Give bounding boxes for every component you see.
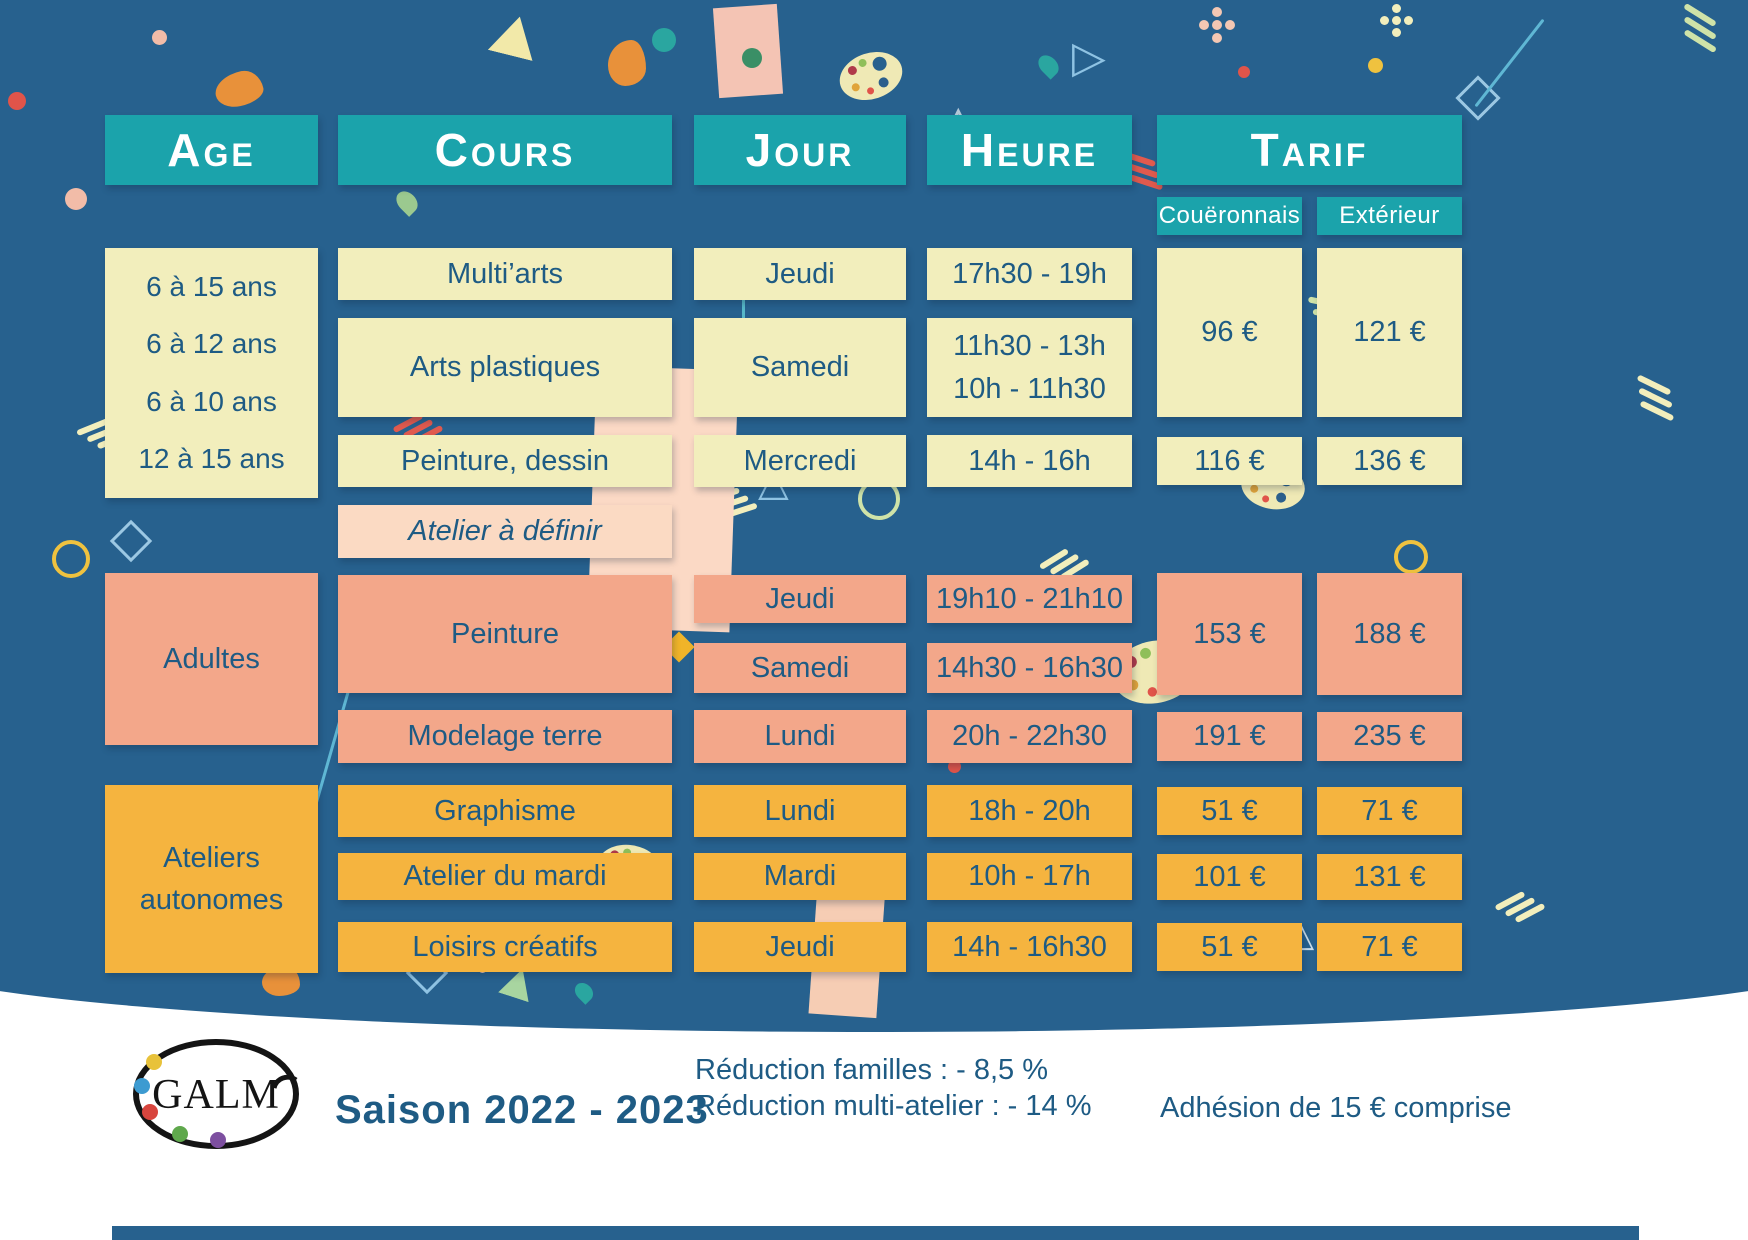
confetti: [211, 67, 267, 111]
price-cell-exterieur: 188 €: [1317, 573, 1462, 695]
confetti: [608, 40, 646, 86]
confetti: [109, 519, 153, 563]
course-cell-graphisme: Graphisme: [338, 785, 672, 837]
price-cell-exterieur: 121 €: [1317, 248, 1462, 417]
price-cell-couronnais: 96 €: [1157, 248, 1302, 417]
confetti: [1494, 890, 1526, 912]
age-group-label: 12 à 15 ans: [138, 443, 285, 475]
course-cell-loisirs-creatifs: Loisirs créatifs: [338, 922, 672, 972]
confetti: [1238, 66, 1250, 78]
day-cell: Mercredi: [694, 435, 906, 487]
price-cell-couronnais: 191 €: [1157, 712, 1302, 761]
time-cell: 19h10 - 21h10: [927, 575, 1132, 623]
time-cell: 14h - 16h: [927, 435, 1132, 487]
day-cell: Jeudi: [694, 575, 906, 623]
time-cell: 14h30 - 16h30: [927, 643, 1132, 693]
header-tarif: Tarif: [1157, 115, 1462, 185]
price-cell-exterieur: 235 €: [1317, 712, 1462, 761]
time-cell: 11h30 - 13h 10h - 11h30: [927, 318, 1132, 417]
confetti: [392, 187, 422, 217]
adhesion-text: Adhésion de 15 € comprise: [1160, 1092, 1512, 1124]
course-cell-modelage-terre: Modelage terre: [338, 710, 672, 763]
time-cell: 14h - 16h30: [927, 922, 1132, 972]
header-cours: Cours: [338, 115, 672, 185]
confetti: [1038, 547, 1070, 571]
day-cell: Samedi: [694, 643, 906, 693]
time-cell: 20h - 22h30: [927, 710, 1132, 763]
age-group-label: 6 à 15 ans: [146, 270, 277, 302]
confetti: [1368, 58, 1383, 73]
price-cell-couronnais: 51 €: [1157, 923, 1302, 971]
reduction-multi-atelier-text: Réduction multi-atelier : - 14 %: [695, 1090, 1092, 1123]
header-heure: Heure: [927, 115, 1132, 185]
galm-logo: GALM: [133, 1039, 299, 1149]
confetti: [1212, 20, 1222, 30]
course-cell-atelier-a-definir: Atelier à définir: [338, 505, 672, 558]
time-cell: 10h - 17h: [927, 853, 1132, 900]
course-cell-peinture-dessin: Peinture, dessin: [338, 435, 672, 487]
day-cell: Mardi: [694, 853, 906, 900]
confetti: [1392, 16, 1401, 25]
confetti: [571, 979, 597, 1005]
confetti: [652, 28, 676, 52]
confetti: [1683, 2, 1717, 28]
confetti: [1455, 75, 1501, 121]
price-cell-couronnais: 51 €: [1157, 787, 1302, 835]
confetti: [488, 11, 542, 61]
day-cell: Lundi: [694, 785, 906, 837]
time-line: 11h30 - 13h: [953, 330, 1106, 363]
confetti: [1394, 540, 1428, 574]
header-age: Age: [105, 115, 318, 185]
bottom-border-bar: [112, 1226, 1639, 1240]
subheader-couronnais: Couëronnais: [1157, 197, 1302, 235]
age-group-label: 6 à 12 ans: [146, 328, 277, 360]
age-group-cell-adultes: Adultes: [105, 573, 318, 745]
season-title: Saison 2022 - 2023: [335, 1088, 709, 1132]
price-cell-couronnais: 101 €: [1157, 854, 1302, 900]
price-cell-couronnais: 153 €: [1157, 573, 1302, 695]
day-cell: Jeudi: [694, 922, 906, 972]
confetti: [742, 48, 762, 68]
reductions-block: Réduction familles : - 8,5 % Réduction m…: [695, 1052, 1092, 1125]
reduction-familles-text: Réduction familles : - 8,5 %: [695, 1054, 1048, 1086]
label-line: Ateliers: [163, 841, 260, 874]
day-cell: Lundi: [694, 710, 906, 763]
confetti: [707, 487, 741, 503]
confetti: [65, 188, 87, 210]
confetti-triangle-icon: ▷: [1072, 32, 1106, 83]
day-cell: Jeudi: [694, 248, 906, 300]
confetti: [52, 540, 90, 578]
confetti: [712, 3, 784, 99]
confetti: [1474, 18, 1545, 108]
price-cell-exterieur: 71 €: [1317, 923, 1462, 971]
price-cell-exterieur: 131 €: [1317, 854, 1462, 900]
course-cell-atelier-du-mardi: Atelier du mardi: [338, 853, 672, 900]
time-line: 10h - 11h30: [953, 372, 1106, 405]
time-cell: 17h30 - 19h: [927, 248, 1132, 300]
confetti: [1034, 51, 1063, 80]
age-group-cell-ateliers-autonomes: Ateliers autonomes: [105, 785, 318, 973]
confetti: [8, 92, 26, 110]
palette-icon: [833, 44, 909, 108]
day-cell: Samedi: [694, 318, 906, 417]
price-cell-couronnais: 116 €: [1157, 437, 1302, 485]
price-cell-exterieur: 136 €: [1317, 437, 1462, 485]
age-groups-cell: 6 à 15 ans 6 à 12 ans 6 à 10 ans 12 à 15…: [105, 248, 318, 498]
confetti: [152, 30, 167, 45]
course-cell-peinture: Peinture: [338, 575, 672, 693]
age-group-label: 6 à 10 ans: [146, 385, 277, 417]
confetti: [1636, 374, 1672, 396]
course-cell-arts-plastiques: Arts plastiques: [338, 318, 672, 417]
svg-text:GALM: GALM: [152, 1072, 280, 1118]
header-jour: Jour: [694, 115, 906, 185]
time-cell: 18h - 20h: [927, 785, 1132, 837]
label-line: autonomes: [139, 884, 284, 916]
price-cell-exterieur: 71 €: [1317, 787, 1462, 835]
course-cell-multiarts: Multi’arts: [338, 248, 672, 300]
subheader-exterieur: Extérieur: [1317, 197, 1462, 235]
